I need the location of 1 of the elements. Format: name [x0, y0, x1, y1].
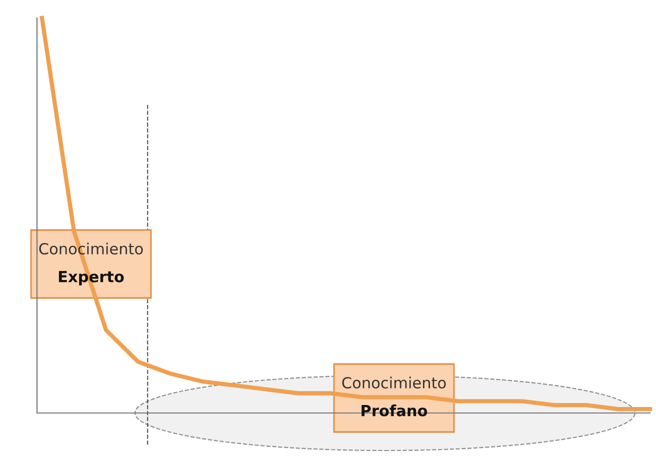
text: Conocimiento Experto	[39, 242, 143, 286]
